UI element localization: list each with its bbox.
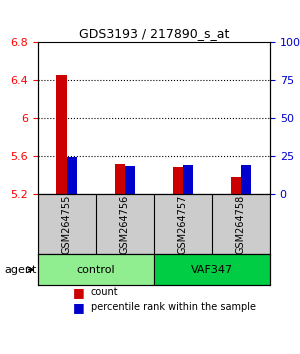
- Text: GSM264757: GSM264757: [178, 194, 188, 254]
- Text: agent: agent: [4, 265, 36, 275]
- Text: ■: ■: [72, 301, 84, 314]
- Bar: [241, 165, 251, 194]
- Bar: [231, 177, 241, 194]
- Bar: [183, 165, 193, 194]
- Text: GSM264755: GSM264755: [61, 194, 72, 254]
- FancyBboxPatch shape: [154, 255, 270, 285]
- Bar: [67, 157, 77, 194]
- Text: GSM264758: GSM264758: [236, 195, 246, 254]
- Bar: [115, 164, 125, 194]
- Bar: [172, 167, 183, 194]
- Text: ■: ■: [72, 286, 84, 299]
- Title: GDS3193 / 217890_s_at: GDS3193 / 217890_s_at: [79, 27, 229, 40]
- FancyBboxPatch shape: [38, 255, 154, 285]
- Text: percentile rank within the sample: percentile rank within the sample: [91, 302, 256, 313]
- Bar: [56, 75, 67, 194]
- Text: control: control: [76, 265, 115, 275]
- Text: GSM264756: GSM264756: [120, 195, 130, 254]
- Text: count: count: [91, 287, 118, 297]
- Text: VAF347: VAF347: [191, 265, 233, 275]
- Bar: [125, 166, 135, 194]
